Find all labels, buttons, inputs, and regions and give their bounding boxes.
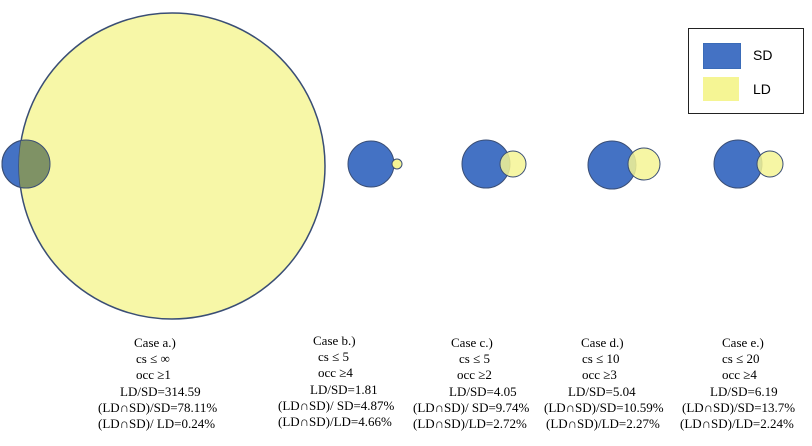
case-e-stats: Case e.) cs ≤ 20 occ ≥4 LD/SD=6.19 (LD∩S… [680, 335, 795, 432]
legend: SD LD [688, 28, 804, 114]
case-a-overlap [19, 140, 50, 188]
case-d-title: Case d.) [581, 335, 624, 350]
case-b-ld-circle [391, 158, 403, 170]
case-e-sd-circle [713, 139, 763, 189]
case-c-stats: Case c.) cs ≤ 5 occ ≥2 LD/SD=4.05 (LD∩SD… [413, 335, 529, 432]
venn-case-c [461, 139, 527, 189]
legend-sd-label: SD [753, 47, 773, 63]
case-c-occ: occ ≥2 [457, 367, 492, 383]
case-a-overlap-sd: (LD∩SD)/SD=78.11% [98, 399, 218, 415]
case-b-sd-circle [347, 140, 395, 188]
case-b-overlap-ld: (LD∩SD)/LD=4.66% [278, 414, 392, 430]
case-d-occ: occ ≥3 [582, 367, 617, 383]
case-b-stats: Case b.) cs ≤ 5 occ ≥4 LD/SD=1.81 (LD∩SD… [278, 333, 394, 430]
venn-case-b [347, 140, 403, 188]
case-a-ld-circle [18, 12, 326, 320]
case-a-stats: Case a.) cs ≤ ∞ occ ≥1 LD/SD=314.59 (LD∩… [98, 335, 217, 432]
case-d-ld-circle [627, 147, 661, 181]
case-d-overlap-sd: (LD∩SD)/SD=10.59% [544, 399, 664, 415]
case-d-overlap-ld: (LD∩SD)/LD=2.27% [546, 416, 660, 432]
case-d-ratio: LD/SD=5.04 [568, 383, 636, 399]
case-a-cs: cs ≤ ∞ [136, 351, 170, 367]
case-d-cs: cs ≤ 10 [582, 351, 620, 367]
case-c-ld-circle [499, 150, 527, 178]
venn-case-d [587, 140, 661, 190]
case-a-title: Case a.) [134, 335, 176, 350]
case-c-cs: cs ≤ 5 [459, 351, 490, 367]
case-d-stats: Case d.) cs ≤ 10 occ ≥3 LD/SD=5.04 (LD∩S… [544, 335, 664, 432]
case-b-occ: occ ≥4 [318, 365, 353, 381]
case-c-overlap-ld: (LD∩SD)/LD=2.72% [413, 416, 527, 432]
legend-ld-swatch [703, 77, 739, 101]
venn-case-e [713, 139, 784, 189]
legend-sd-swatch [703, 43, 741, 69]
case-e-cs: cs ≤ 20 [722, 351, 760, 367]
case-c-ratio: LD/SD=4.05 [449, 383, 517, 399]
case-e-ratio: LD/SD=6.19 [710, 383, 778, 399]
case-a-ratio: LD/SD=314.59 [120, 383, 201, 399]
case-a-overlap-ld: (LD∩SD)/ LD=0.24% [98, 416, 216, 432]
case-b-overlap-sd: (LD∩SD)/ SD=4.87% [278, 397, 395, 413]
case-e-ld-circle [756, 150, 784, 178]
case-b-title: Case b.) [313, 333, 356, 348]
case-e-overlap-sd: (LD∩SD)/SD=13.7% [682, 399, 796, 415]
legend-ld-label: LD [753, 81, 771, 97]
case-e-occ: occ ≥4 [722, 367, 757, 383]
case-b-cs: cs ≤ 5 [318, 349, 349, 365]
case-b-ratio: LD/SD=1.81 [310, 381, 378, 397]
case-a-occ: occ ≥1 [136, 367, 171, 383]
case-e-title: Case e.) [722, 335, 764, 350]
case-c-title: Case c.) [451, 335, 493, 350]
case-c-overlap-sd: (LD∩SD)/ SD=9.74% [413, 399, 530, 415]
case-e-overlap-ld: (LD∩SD)/LD=2.24% [680, 416, 794, 432]
venn-case-a [1, 12, 326, 320]
